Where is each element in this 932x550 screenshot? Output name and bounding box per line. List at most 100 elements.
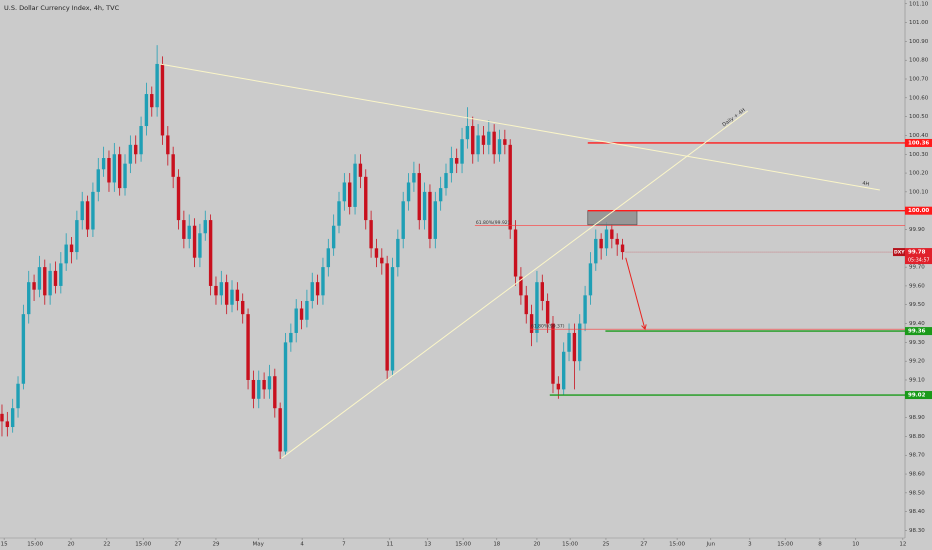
candle-body: [251, 379, 256, 399]
y-tick-label: 100.70: [909, 77, 929, 83]
candle-body: [43, 267, 47, 296]
candle-body: [166, 135, 170, 155]
candle-body: [428, 191, 432, 239]
symbol-label: DXY: [894, 250, 905, 256]
candle-body: [331, 225, 336, 249]
candle-body: [519, 276, 523, 296]
candle-body: [390, 267, 395, 371]
candle-body: [21, 314, 26, 384]
candle-body: [69, 244, 74, 253]
candle-body: [487, 131, 491, 145]
candle-body: [471, 126, 475, 155]
level-tag: [905, 138, 932, 147]
candle-body: [540, 282, 544, 301]
y-tick-label: 98.90: [909, 415, 925, 421]
candle-body: [235, 289, 240, 301]
candle-body: [422, 191, 427, 221]
candle-body: [96, 169, 100, 192]
candle-body: [123, 163, 127, 189]
level-label: 100.00: [908, 208, 929, 214]
candle-body: [578, 323, 582, 362]
last-price-tag: [905, 248, 932, 265]
x-tick-label: May: [253, 542, 265, 548]
y-tick-label: 99.10: [909, 377, 925, 383]
candle-body: [48, 270, 52, 296]
x-tick-label: 11: [386, 542, 393, 548]
supply-zone: [587, 210, 638, 226]
x-tick-label: 29: [212, 542, 219, 548]
candle-body: [75, 220, 79, 253]
x-tick-label: 20: [67, 542, 74, 548]
candle-body: [572, 332, 577, 362]
y-tick-label: 99.60: [909, 283, 925, 289]
x-tick-label: Jun: [706, 542, 716, 548]
y-tick-label: 99.40: [909, 321, 925, 327]
y-tick-label: 98.70: [909, 453, 925, 459]
candle-body: [273, 376, 277, 409]
candle-body: [545, 300, 550, 324]
candle-body: [10, 408, 15, 428]
y-tick-label: 100.40: [909, 133, 929, 139]
candle-body: [16, 383, 20, 409]
y-tick-label: 101.10: [909, 1, 929, 7]
y-tick-label: 101.00: [909, 20, 929, 26]
candle-body: [267, 376, 272, 390]
x-tick-label: 20: [533, 542, 540, 548]
candle-body: [353, 163, 357, 207]
x-tick-label: 15:00: [455, 542, 471, 548]
x-tick-label: 15:00: [27, 542, 43, 548]
y-tick-label: 98.40: [909, 509, 925, 515]
candle-body: [101, 158, 106, 170]
y-tick-label: 100.80: [909, 58, 929, 64]
candle-body: [364, 176, 368, 221]
candle-body: [401, 201, 405, 239]
candle-body: [454, 158, 459, 164]
candle-body: [374, 248, 379, 258]
trendline: [159, 63, 880, 191]
candle-body: [369, 220, 373, 249]
candle-body: [230, 289, 234, 305]
y-tick-label: 99.70: [909, 265, 925, 271]
x-tick-label: 4: [300, 542, 304, 548]
candle-body: [224, 282, 229, 305]
x-tick-label: 15:00: [777, 542, 793, 548]
candle-body: [610, 229, 614, 239]
fib-label: 61.80%(99.37): [531, 324, 565, 330]
y-tick-label: 100.30: [909, 152, 929, 158]
candle-body: [117, 154, 122, 189]
candle-body: [588, 263, 593, 296]
candle-body: [176, 176, 181, 221]
candle-body: [203, 220, 207, 234]
candle-body: [513, 229, 518, 277]
candle-body: [556, 383, 561, 390]
candle-body: [160, 63, 165, 136]
fib-label: 61.80%(99.92): [476, 220, 510, 226]
y-tick-label: 100.50: [909, 114, 929, 120]
level-label: 100.36: [908, 140, 929, 146]
candle-body: [481, 135, 486, 145]
candle-body: [150, 94, 154, 108]
candle-body: [503, 139, 507, 145]
candle-body: [396, 238, 400, 268]
candle-body: [294, 308, 298, 333]
candle-body: [551, 323, 555, 384]
candle-body: [5, 421, 10, 428]
candle-body: [262, 379, 266, 390]
candle-body: [476, 135, 480, 155]
candle-body: [417, 173, 421, 221]
candle-body: [385, 263, 389, 371]
y-tick-label: 100.10: [909, 189, 929, 195]
candle-body: [508, 144, 512, 230]
candle-body: [198, 233, 202, 258]
last-price-label: 99.78: [908, 250, 926, 256]
candle-body: [187, 225, 191, 239]
candle-body: [358, 163, 363, 177]
y-tick-label: 100.90: [909, 39, 929, 45]
candle-body: [59, 263, 63, 286]
level-tag: [905, 327, 932, 336]
candle-body: [91, 191, 95, 230]
x-tick-label: 15:00: [135, 542, 151, 548]
candle-body: [620, 244, 625, 253]
candle-body: [134, 144, 138, 155]
